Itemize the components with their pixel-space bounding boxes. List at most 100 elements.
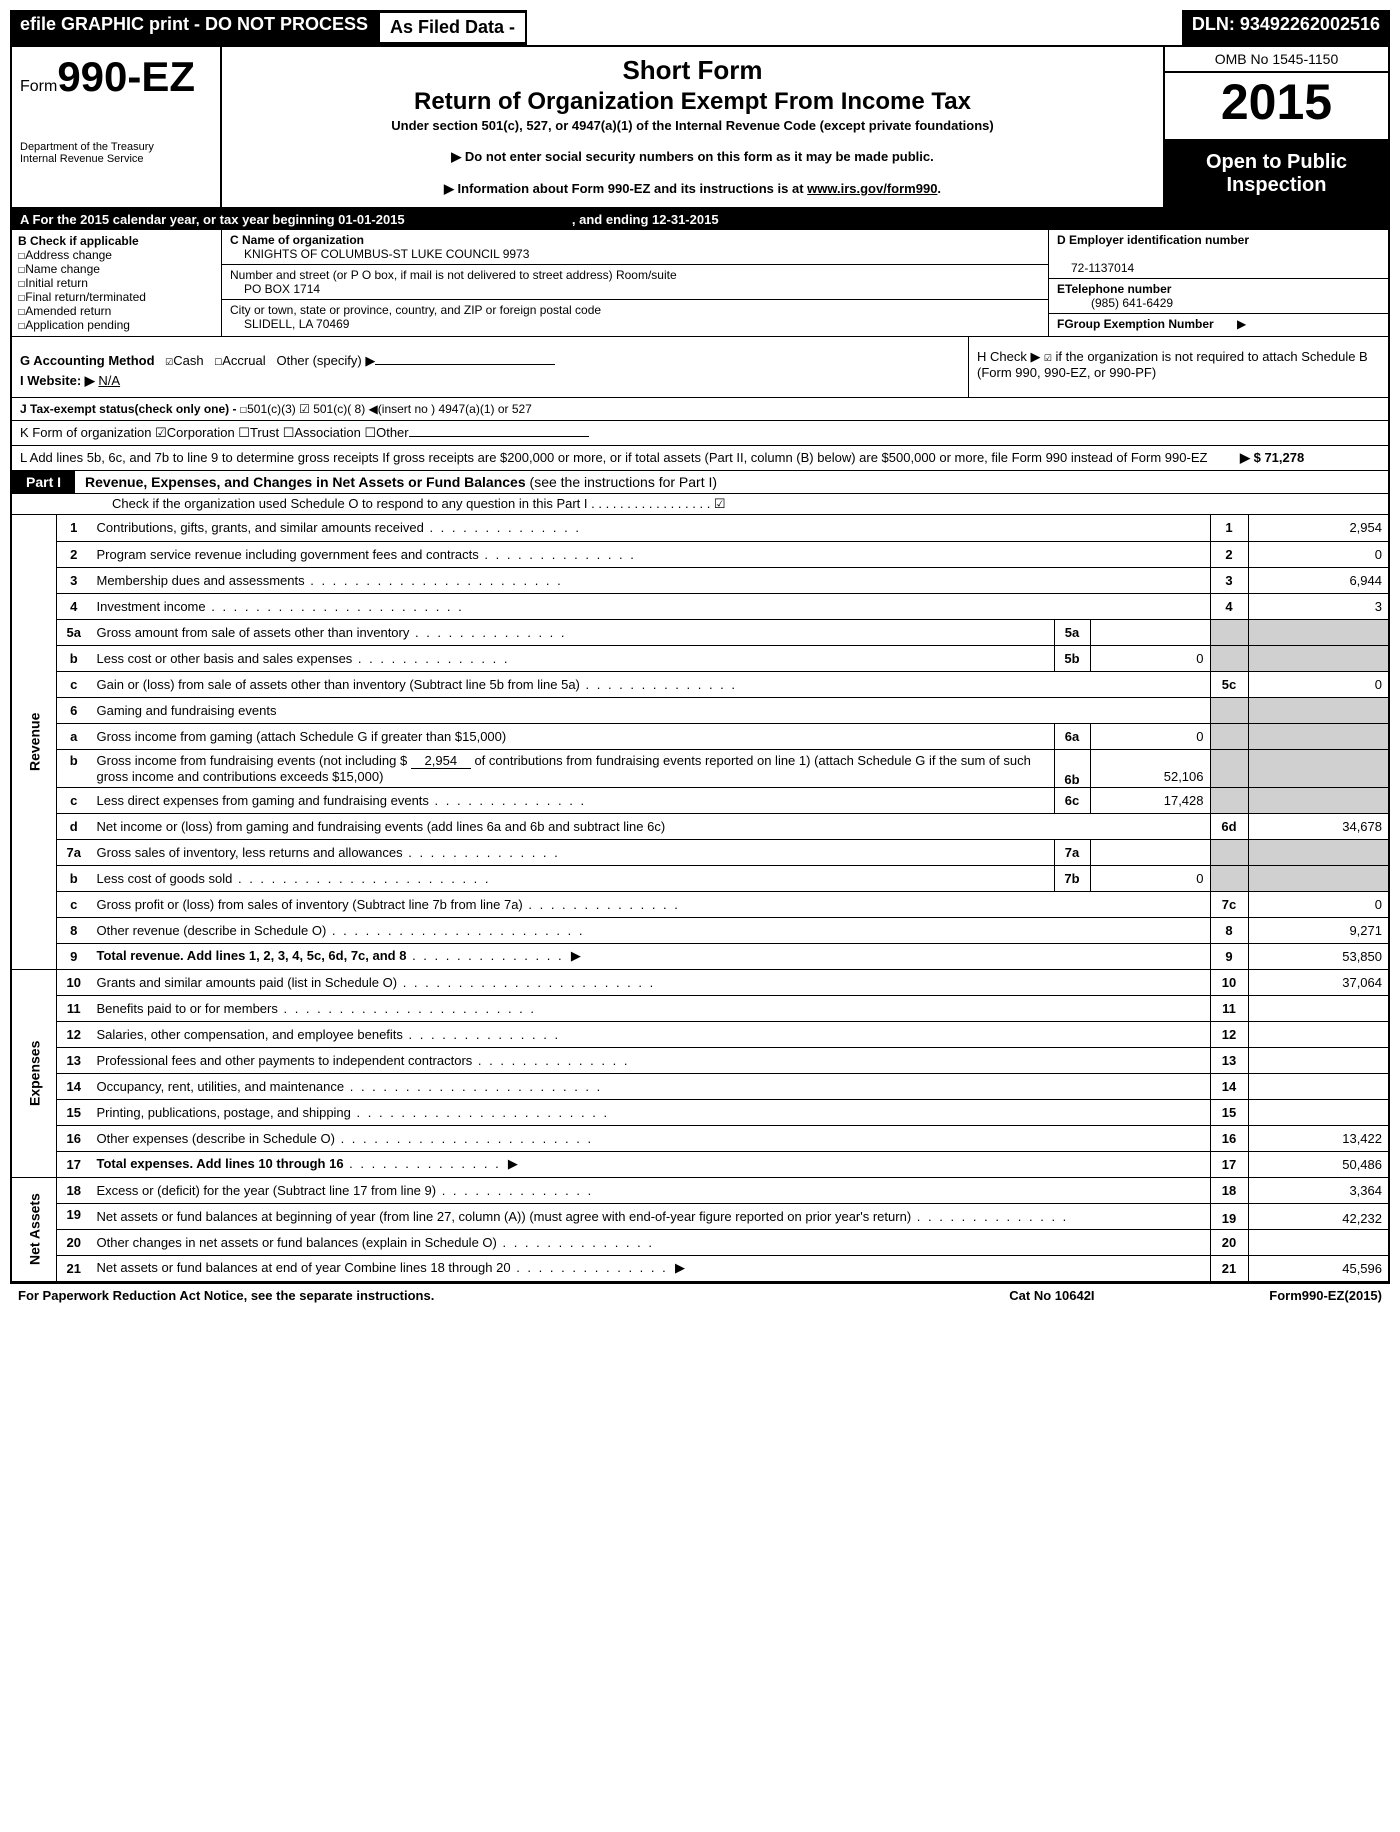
line7b-amt: 0	[1090, 865, 1210, 891]
asfiled-label: As Filed Data -	[378, 11, 527, 44]
line15-amt	[1248, 1099, 1388, 1125]
section-k: K Form of organization ☑Corporation ☐Tru…	[12, 421, 1388, 446]
section-l: L Add lines 5b, 6c, and 7b to line 9 to …	[12, 446, 1388, 471]
website-value: N/A	[98, 373, 120, 388]
line12-amt	[1248, 1021, 1388, 1047]
line7a-amt	[1090, 839, 1210, 865]
omb-number: OMB No 1545-1150	[1165, 47, 1388, 73]
street-label: Number and street (or P O box, if mail i…	[230, 268, 677, 282]
dept-treasury: Department of the Treasury	[20, 141, 212, 153]
header-right: OMB No 1545-1150 2015 Open to Public Ins…	[1163, 47, 1388, 207]
ssn-warning: ▶ Do not enter social security numbers o…	[232, 149, 1153, 165]
line14-amt	[1248, 1073, 1388, 1099]
paperwork-notice: For Paperwork Reduction Act Notice, see …	[18, 1288, 1009, 1303]
cat-no: Cat No 10642I	[1009, 1288, 1269, 1303]
line21-amt: 45,596	[1248, 1255, 1388, 1281]
ein: 72-1137014	[1057, 261, 1134, 275]
gross-receipts-amt: ▶ $ 71,278	[1220, 450, 1380, 466]
website-label: I Website: ▶	[20, 373, 95, 388]
accounting-accrual[interactable]: Accrual	[222, 353, 265, 368]
part1-title: Revenue, Expenses, and Changes in Net As…	[85, 474, 526, 490]
line3-amt: 6,944	[1248, 567, 1388, 593]
line6b-contrib: 2,954	[411, 753, 471, 769]
line18-amt: 3,364	[1248, 1177, 1388, 1203]
form-subtitle: Under section 501(c), 527, or 4947(a)(1)…	[232, 118, 1153, 133]
line5a-amt	[1090, 619, 1210, 645]
line6a-amt: 0	[1090, 723, 1210, 749]
line1-amt: 2,954	[1248, 515, 1388, 541]
netassets-sidebar: Net Assets	[12, 1177, 57, 1281]
part1-label: Part I	[12, 471, 75, 493]
chk-amended-return[interactable]: ☐Amended return	[18, 304, 215, 318]
form-title: Return of Organization Exempt From Incom…	[232, 88, 1153, 116]
chk-address-change[interactable]: ☐Address change	[18, 248, 215, 262]
header-center: Short Form Return of Organization Exempt…	[222, 47, 1163, 207]
part1-note: (see the instructions for Part I)	[530, 474, 718, 490]
section-bcd: B Check if applicable ☐Address change ☐N…	[12, 230, 1388, 337]
chk-name-change[interactable]: ☐Name change	[18, 262, 215, 276]
group-exemption-label: FGroup Exemption Number	[1057, 317, 1214, 331]
part1-header: Part I Revenue, Expenses, and Changes in…	[12, 471, 1388, 494]
section-b: B Check if applicable ☐Address change ☐N…	[12, 230, 222, 336]
section-a: A For the 2015 calendar year, or tax yea…	[12, 209, 1388, 230]
line8-amt: 9,271	[1248, 917, 1388, 943]
line6d-amt: 34,678	[1248, 813, 1388, 839]
section-j: J Tax-exempt status(check only one) - ☐5…	[12, 398, 1388, 421]
dln-label: DLN: 93492262002516	[1182, 10, 1390, 45]
line5c-amt: 0	[1248, 671, 1388, 697]
ein-label: D Employer identification number	[1057, 233, 1249, 247]
irs-link[interactable]: www.irs.gov/form990	[807, 181, 937, 196]
line5b-amt: 0	[1090, 645, 1210, 671]
form-container: Form990-EZ Department of the Treasury In…	[10, 45, 1390, 1284]
part1-table: Revenue 1 Contributions, gifts, grants, …	[12, 515, 1388, 1282]
revenue-sidebar: Revenue	[12, 515, 57, 969]
line11-amt	[1248, 995, 1388, 1021]
top-bar: efile GRAPHIC print - DO NOT PROCESS As …	[10, 10, 1390, 45]
section-c: C Name of organization KNIGHTS OF COLUMB…	[222, 230, 1048, 336]
line6b-amt: 52,106	[1090, 749, 1210, 787]
line4-amt: 3	[1248, 593, 1388, 619]
expenses-sidebar: Expenses	[12, 969, 57, 1177]
line16-amt: 13,422	[1248, 1125, 1388, 1151]
line2-amt: 0	[1248, 541, 1388, 567]
efile-label: efile GRAPHIC print - DO NOT PROCESS	[10, 10, 378, 45]
line9-amt: 53,850	[1248, 943, 1388, 969]
info-warning: ▶ Information about Form 990-EZ and its …	[232, 181, 1153, 197]
line17-amt: 50,486	[1248, 1151, 1388, 1177]
line7c-amt: 0	[1248, 891, 1388, 917]
dept-irs: Internal Revenue Service	[20, 153, 212, 165]
tel-label: ETelephone number	[1057, 282, 1171, 296]
line19-amt: 42,232	[1248, 1203, 1388, 1229]
chk-initial-return[interactable]: ☐Initial return	[18, 276, 215, 290]
line20-amt	[1248, 1229, 1388, 1255]
street: PO BOX 1714	[230, 282, 320, 296]
header-left: Form990-EZ Department of the Treasury In…	[12, 47, 222, 207]
form-code: Form990-EZ(2015)	[1269, 1288, 1382, 1303]
city-label: City or town, state or province, country…	[230, 303, 601, 317]
accounting-other[interactable]: Other (specify) ▶	[276, 353, 375, 368]
line10-amt: 37,064	[1248, 969, 1388, 995]
form-header: Form990-EZ Department of the Treasury In…	[12, 47, 1388, 209]
open-inspection: Open to Public Inspection	[1165, 141, 1388, 207]
line6c-amt: 17,428	[1090, 787, 1210, 813]
form-prefix: Form	[20, 78, 57, 95]
org-name: KNIGHTS OF COLUMBUS-ST LUKE COUNCIL 9973	[230, 247, 529, 261]
group-exemption-arrow: ▶	[1217, 317, 1246, 331]
chk-application-pending[interactable]: ☐Application pending	[18, 318, 215, 332]
page-footer: For Paperwork Reduction Act Notice, see …	[10, 1284, 1390, 1307]
accounting-cash[interactable]: Cash	[173, 353, 203, 368]
section-g: G Accounting Method ☑Cash ☐Accrual Other…	[12, 337, 968, 397]
section-b-label: B Check if applicable	[18, 234, 215, 248]
section-gh: G Accounting Method ☑Cash ☐Accrual Other…	[12, 337, 1388, 398]
schedule-b-checkbox[interactable]: ☑	[1044, 350, 1052, 365]
city: SLIDELL, LA 70469	[230, 317, 349, 331]
section-def: D Employer identification number 72-1137…	[1048, 230, 1388, 336]
section-h: H Check ▶ ☑ if the organization is not r…	[968, 337, 1388, 397]
form-number: 990-EZ	[57, 53, 195, 100]
org-name-label: C Name of organization	[230, 233, 364, 247]
schedule-o-check: Check if the organization used Schedule …	[12, 494, 1388, 515]
chk-final-return[interactable]: ☐Final return/terminated	[18, 290, 215, 304]
short-form-heading: Short Form	[232, 55, 1153, 86]
tax-year: 2015	[1165, 73, 1388, 141]
line13-amt	[1248, 1047, 1388, 1073]
